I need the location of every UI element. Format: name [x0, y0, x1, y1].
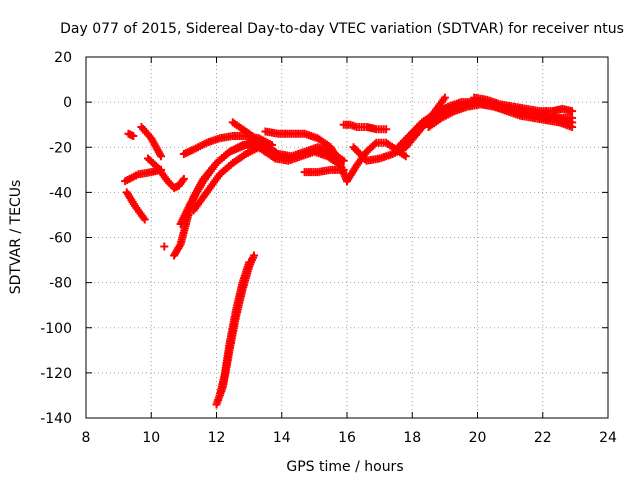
data-point-trace: [198, 179, 207, 188]
data-point-trace: [370, 140, 379, 149]
data-point-trace: [187, 146, 196, 155]
x-tick-label: 22: [534, 430, 552, 446]
data-point-trace: [249, 253, 258, 262]
data-series-t17: [339, 120, 391, 134]
x-tick-label: 14: [273, 430, 291, 446]
data-point-trace: [295, 153, 304, 162]
y-tick-label: -40: [49, 185, 72, 201]
data-series-t3: [124, 129, 138, 140]
data-series-t14: [245, 138, 351, 186]
data-point-trace: [236, 142, 245, 151]
data-series-t16: [300, 165, 348, 177]
y-tick-label: 0: [63, 95, 72, 111]
data-point-trace: [178, 176, 187, 185]
x-tick-label: 18: [403, 430, 421, 446]
data-point-trace: [155, 150, 164, 159]
data-point-trace: [150, 160, 159, 169]
x-tick-label: 10: [142, 430, 160, 446]
data-point-trace: [435, 115, 444, 124]
y-tick-label: -60: [49, 231, 72, 247]
data-series-t15: [261, 127, 345, 168]
data-point-trace: [239, 151, 248, 160]
x-tick-label: 8: [82, 430, 91, 446]
data-point-trace: [335, 157, 344, 166]
data-series-t4: [137, 122, 166, 161]
data-point-trace: [201, 190, 210, 199]
x-tick-label: 16: [338, 430, 356, 446]
data-point-trace: [256, 144, 264, 153]
grid: [86, 57, 608, 418]
data-point-trace: [386, 150, 395, 159]
y-tick-label: -140: [40, 411, 72, 427]
y-tick-label: -120: [40, 366, 72, 382]
data-point-trace: [373, 154, 382, 163]
x-tick-label: 20: [469, 430, 487, 446]
data-point-trace: [481, 95, 490, 104]
chart-title: Day 077 of 2015, Sidereal Day-to-day VTE…: [60, 21, 624, 37]
data-point: [160, 242, 169, 251]
axis-ticks: 8 10 12 14 16 18 20 22 24 20 0 -20 -40 -60 -80 -100 -120…: [40, 50, 617, 446]
data-point-trace: [432, 110, 441, 119]
data-series-t24: [489, 102, 577, 122]
data-point-trace: [448, 108, 457, 117]
y-tick-label: 20: [54, 50, 72, 66]
data-series-t12: [215, 258, 254, 400]
data-point-trace: [269, 153, 278, 162]
y-tick-label: -20: [49, 140, 72, 156]
data-point-trace: [185, 201, 194, 210]
data-series-t6: [143, 154, 188, 192]
x-axis-label: GPS time / hours: [286, 459, 403, 475]
data-series: [121, 93, 577, 409]
data-point-trace: [311, 133, 320, 142]
x-tick-label: 12: [208, 430, 226, 446]
data-point-trace: [223, 149, 232, 158]
data-point-trace: [379, 125, 388, 134]
data-point-trace: [127, 131, 136, 140]
y-tick-label: -100: [40, 321, 72, 337]
data-point-trace: [175, 242, 184, 251]
y-axis-label: SDTVAR / TECUs: [8, 180, 24, 295]
data-point-trace: [337, 165, 346, 174]
x-tick-label: 24: [599, 430, 617, 446]
data-series-t2: [122, 188, 149, 224]
data-point-trace: [566, 106, 575, 115]
data-point-trace: [565, 113, 574, 122]
data-point-trace: [321, 151, 330, 160]
data-point-trace: [565, 122, 574, 131]
data-point-trace: [238, 280, 247, 289]
data-point-trace: [200, 139, 209, 148]
data-series-t5: [160, 242, 169, 251]
data-point-trace: [379, 138, 388, 147]
data-point-trace: [244, 260, 253, 269]
data-point-trace: [213, 134, 222, 143]
data-point-trace: [132, 171, 141, 180]
y-tick-label: -80: [49, 276, 72, 292]
data-point-trace: [139, 213, 148, 222]
data-point-trace: [272, 148, 281, 157]
data-point-trace: [439, 95, 448, 104]
data-point-trace: [369, 141, 378, 150]
data-point-trace: [231, 308, 240, 317]
data-point-trace: [461, 103, 470, 112]
